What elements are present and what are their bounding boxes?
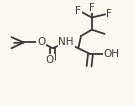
Text: O: O	[37, 37, 45, 47]
Text: F: F	[89, 3, 95, 13]
Text: NH: NH	[58, 37, 74, 47]
Text: F: F	[106, 9, 112, 19]
Text: F: F	[75, 6, 81, 16]
Text: OH: OH	[104, 49, 120, 59]
Text: O: O	[45, 55, 54, 65]
